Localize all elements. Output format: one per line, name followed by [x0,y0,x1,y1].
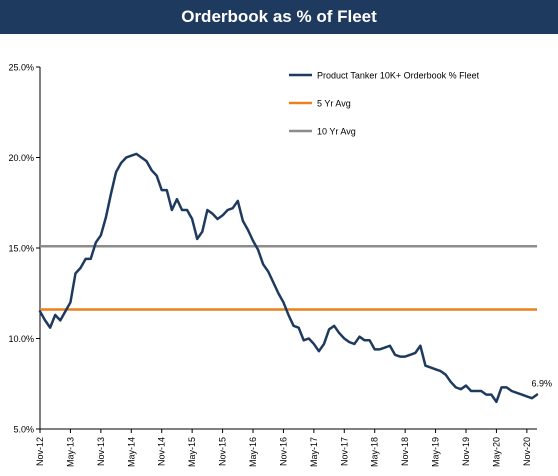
x-tick-label: Nov-18 [400,437,410,466]
x-tick-label: Nov-16 [278,437,288,466]
title-bar: Orderbook as % of Fleet [0,0,558,34]
x-tick-label: Nov-17 [339,437,349,466]
legend-item-orderbook-label: Product Tanker 10K+ Orderbook % Fleet [317,71,480,81]
x-tick-label: May-19 [431,437,441,467]
x-tick-label: Nov-14 [157,437,167,466]
x-tick-label: Nov-13 [96,437,106,466]
y-tick-label: 10.0% [8,334,34,344]
last-value-label: 6.9% [531,379,552,389]
x-tick-label: Nov-12 [35,437,45,466]
chart-title: Orderbook as % of Fleet [181,7,377,26]
legend-item-10yr-avg-label: 10 Yr Avg [317,127,356,137]
x-tick-label: May-18 [370,437,380,467]
average-lines [40,244,537,311]
x-tick-label: Nov-20 [522,437,532,466]
legend-item-5yr-avg-label: 5 Yr Avg [317,99,351,109]
y-tick-label: 25.0% [8,63,34,73]
x-tick-label: May-15 [187,437,197,467]
x-tick-label: May-20 [491,437,501,467]
y-tick-label: 20.0% [8,153,34,163]
series-lines [38,152,539,404]
x-tick-label: May-14 [126,437,136,467]
axes: 5.0% 10.0% 15.0% 20.0% 25.0% Nov-12 May-13 Nov-… [8,63,537,467]
annotations: 6.9% [531,379,552,389]
orderbook-series-line [38,152,539,404]
y-tick-label: 5.0% [13,425,34,435]
x-tick-label: May-16 [248,437,258,467]
legend: Product Tanker 10K+ Orderbook % Fleet 5 Y… [289,71,480,137]
y-tick-label: 15.0% [8,244,34,254]
x-tick-label: May-17 [309,437,319,467]
x-tick-label: Nov-19 [461,437,471,466]
x-tick-label: May-13 [65,437,75,467]
x-tick-label: Nov-15 [218,437,228,466]
